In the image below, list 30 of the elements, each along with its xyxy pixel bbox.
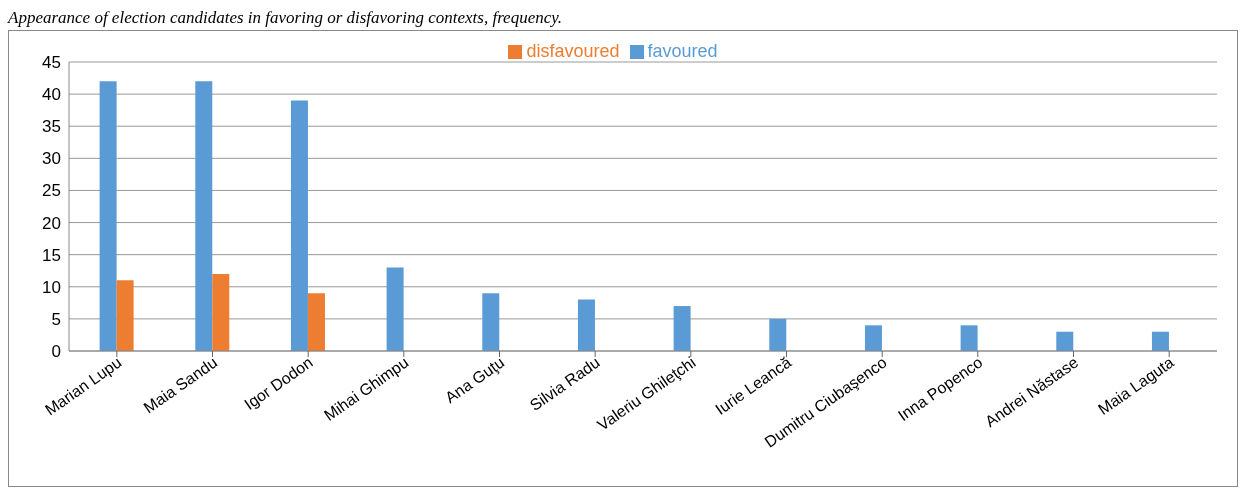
- y-tick-label: 0: [51, 342, 61, 362]
- y-tick-label: 35: [42, 117, 61, 137]
- bar: [864, 325, 882, 351]
- bar: [195, 81, 213, 351]
- bar: [290, 100, 308, 351]
- bar: [769, 318, 787, 351]
- bar: [307, 293, 325, 351]
- bar: [386, 267, 404, 351]
- y-tick-label: 15: [42, 245, 61, 265]
- legend-label: disfavoured: [526, 41, 620, 61]
- y-tick-label: 45: [42, 53, 61, 73]
- y-tick-label: 25: [42, 181, 61, 201]
- x-tick-label: Silvia Radu: [526, 353, 603, 414]
- chart-title: Appearance of election candidates in favoring or disfavoring contexts, frequency.: [8, 8, 564, 29]
- bar: [1056, 331, 1074, 351]
- bar: [1151, 331, 1169, 351]
- bar: [673, 306, 691, 351]
- y-tick-label: 40: [42, 85, 61, 105]
- bar: [482, 293, 500, 351]
- bar: [960, 325, 978, 351]
- y-tick-label: 30: [42, 149, 61, 169]
- bar: [212, 273, 230, 351]
- bar: [577, 299, 595, 351]
- bar: [99, 81, 117, 351]
- legend-label: favoured: [647, 41, 718, 61]
- y-tick-label: 20: [42, 213, 61, 233]
- bar: [116, 280, 134, 351]
- y-tick-label: 10: [42, 277, 61, 297]
- y-tick-label: 5: [51, 309, 61, 329]
- x-tick-label: Ana Guţu: [442, 353, 508, 407]
